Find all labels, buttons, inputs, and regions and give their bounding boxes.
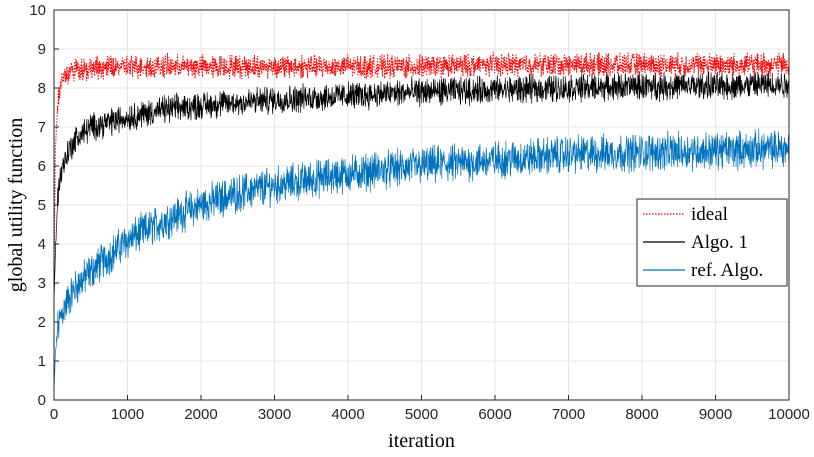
y-tick-label: 9 (38, 41, 46, 58)
y-tick-label: 4 (38, 236, 46, 253)
x-axis-label: iteration (388, 430, 455, 452)
y-axis-label: global utility function (5, 118, 27, 292)
x-tick-label: 7000 (552, 406, 585, 423)
legend-entry-algo-1: Algo. 1 (691, 232, 748, 253)
y-tick-label: 5 (38, 197, 46, 214)
x-tick-label: 10000 (768, 406, 810, 423)
x-tick-label: 2000 (184, 406, 217, 423)
x-tick-label: 0 (50, 406, 58, 423)
y-tick-label: 8 (38, 80, 46, 97)
x-tick-label: 9000 (699, 406, 732, 423)
y-tick-label: 10 (29, 2, 46, 19)
series-line-ideal (53, 51, 790, 282)
axes: 0 1000 2000 3000 4000 5000 6000 7000 8000 9000 100… (29, 2, 810, 423)
x-tick-label: 6000 (478, 406, 511, 423)
y-tick-label: 2 (38, 314, 46, 331)
y-tick-label: 6 (38, 158, 46, 175)
x-tick-label: 5000 (405, 406, 438, 423)
x-tick-label: 1000 (111, 406, 144, 423)
y-tick-label: 0 (38, 392, 46, 409)
series-line-ref-algo (53, 128, 790, 392)
y-tick-label: 1 (38, 353, 46, 370)
x-tick-label: 4000 (331, 406, 364, 423)
y-tick-label: 7 (38, 119, 46, 136)
series-line-algo-1 (53, 70, 790, 301)
legend-entry-ideal: ideal (691, 204, 728, 225)
x-tick-label: 8000 (625, 406, 658, 423)
plot-area (53, 51, 790, 392)
legend-entry-ref-algo: ref. Algo. (691, 260, 763, 281)
y-tick-label: 3 (38, 275, 46, 292)
x-tick-label: 3000 (258, 406, 291, 423)
legend: ideal Algo. 1 ref. Algo. (636, 198, 788, 287)
